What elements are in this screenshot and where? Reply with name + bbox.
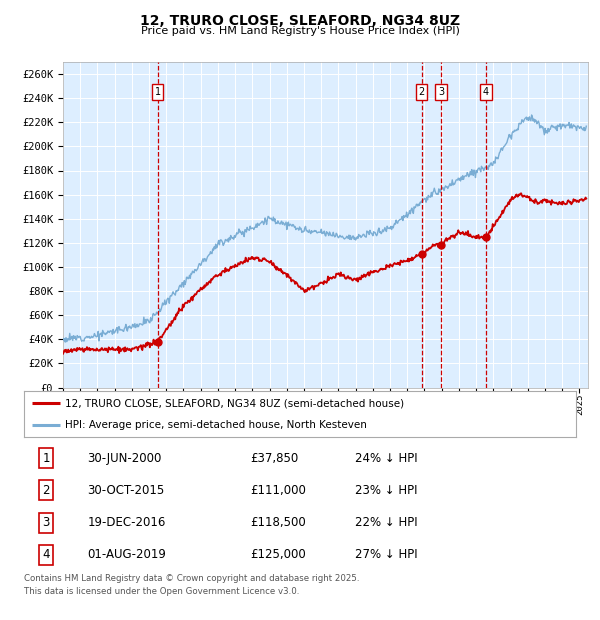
Text: 19-DEC-2016: 19-DEC-2016: [88, 516, 166, 529]
Text: 3: 3: [438, 87, 444, 97]
Text: £125,000: £125,000: [250, 549, 306, 561]
Text: 23% ↓ HPI: 23% ↓ HPI: [355, 484, 418, 497]
Text: 4: 4: [43, 549, 50, 561]
Text: 22% ↓ HPI: 22% ↓ HPI: [355, 516, 418, 529]
Text: £111,000: £111,000: [250, 484, 306, 497]
Text: HPI: Average price, semi-detached house, North Kesteven: HPI: Average price, semi-detached house,…: [65, 420, 367, 430]
Text: 12, TRURO CLOSE, SLEAFORD, NG34 8UZ (semi-detached house): 12, TRURO CLOSE, SLEAFORD, NG34 8UZ (sem…: [65, 398, 404, 408]
Text: Price paid vs. HM Land Registry's House Price Index (HPI): Price paid vs. HM Land Registry's House …: [140, 26, 460, 36]
Text: 01-AUG-2019: 01-AUG-2019: [88, 549, 166, 561]
Text: 30-OCT-2015: 30-OCT-2015: [88, 484, 165, 497]
Text: Contains HM Land Registry data © Crown copyright and database right 2025.: Contains HM Land Registry data © Crown c…: [24, 574, 359, 583]
Text: This data is licensed under the Open Government Licence v3.0.: This data is licensed under the Open Gov…: [24, 587, 299, 596]
Text: £37,850: £37,850: [250, 452, 299, 464]
Text: 1: 1: [43, 452, 50, 464]
Text: 24% ↓ HPI: 24% ↓ HPI: [355, 452, 418, 464]
Text: 4: 4: [483, 87, 489, 97]
Text: 2: 2: [418, 87, 425, 97]
Text: 1: 1: [155, 87, 161, 97]
Text: 2: 2: [43, 484, 50, 497]
Text: 3: 3: [43, 516, 50, 529]
Text: 12, TRURO CLOSE, SLEAFORD, NG34 8UZ: 12, TRURO CLOSE, SLEAFORD, NG34 8UZ: [140, 14, 460, 28]
Text: £118,500: £118,500: [250, 516, 306, 529]
Text: 30-JUN-2000: 30-JUN-2000: [88, 452, 162, 464]
Text: 27% ↓ HPI: 27% ↓ HPI: [355, 549, 418, 561]
